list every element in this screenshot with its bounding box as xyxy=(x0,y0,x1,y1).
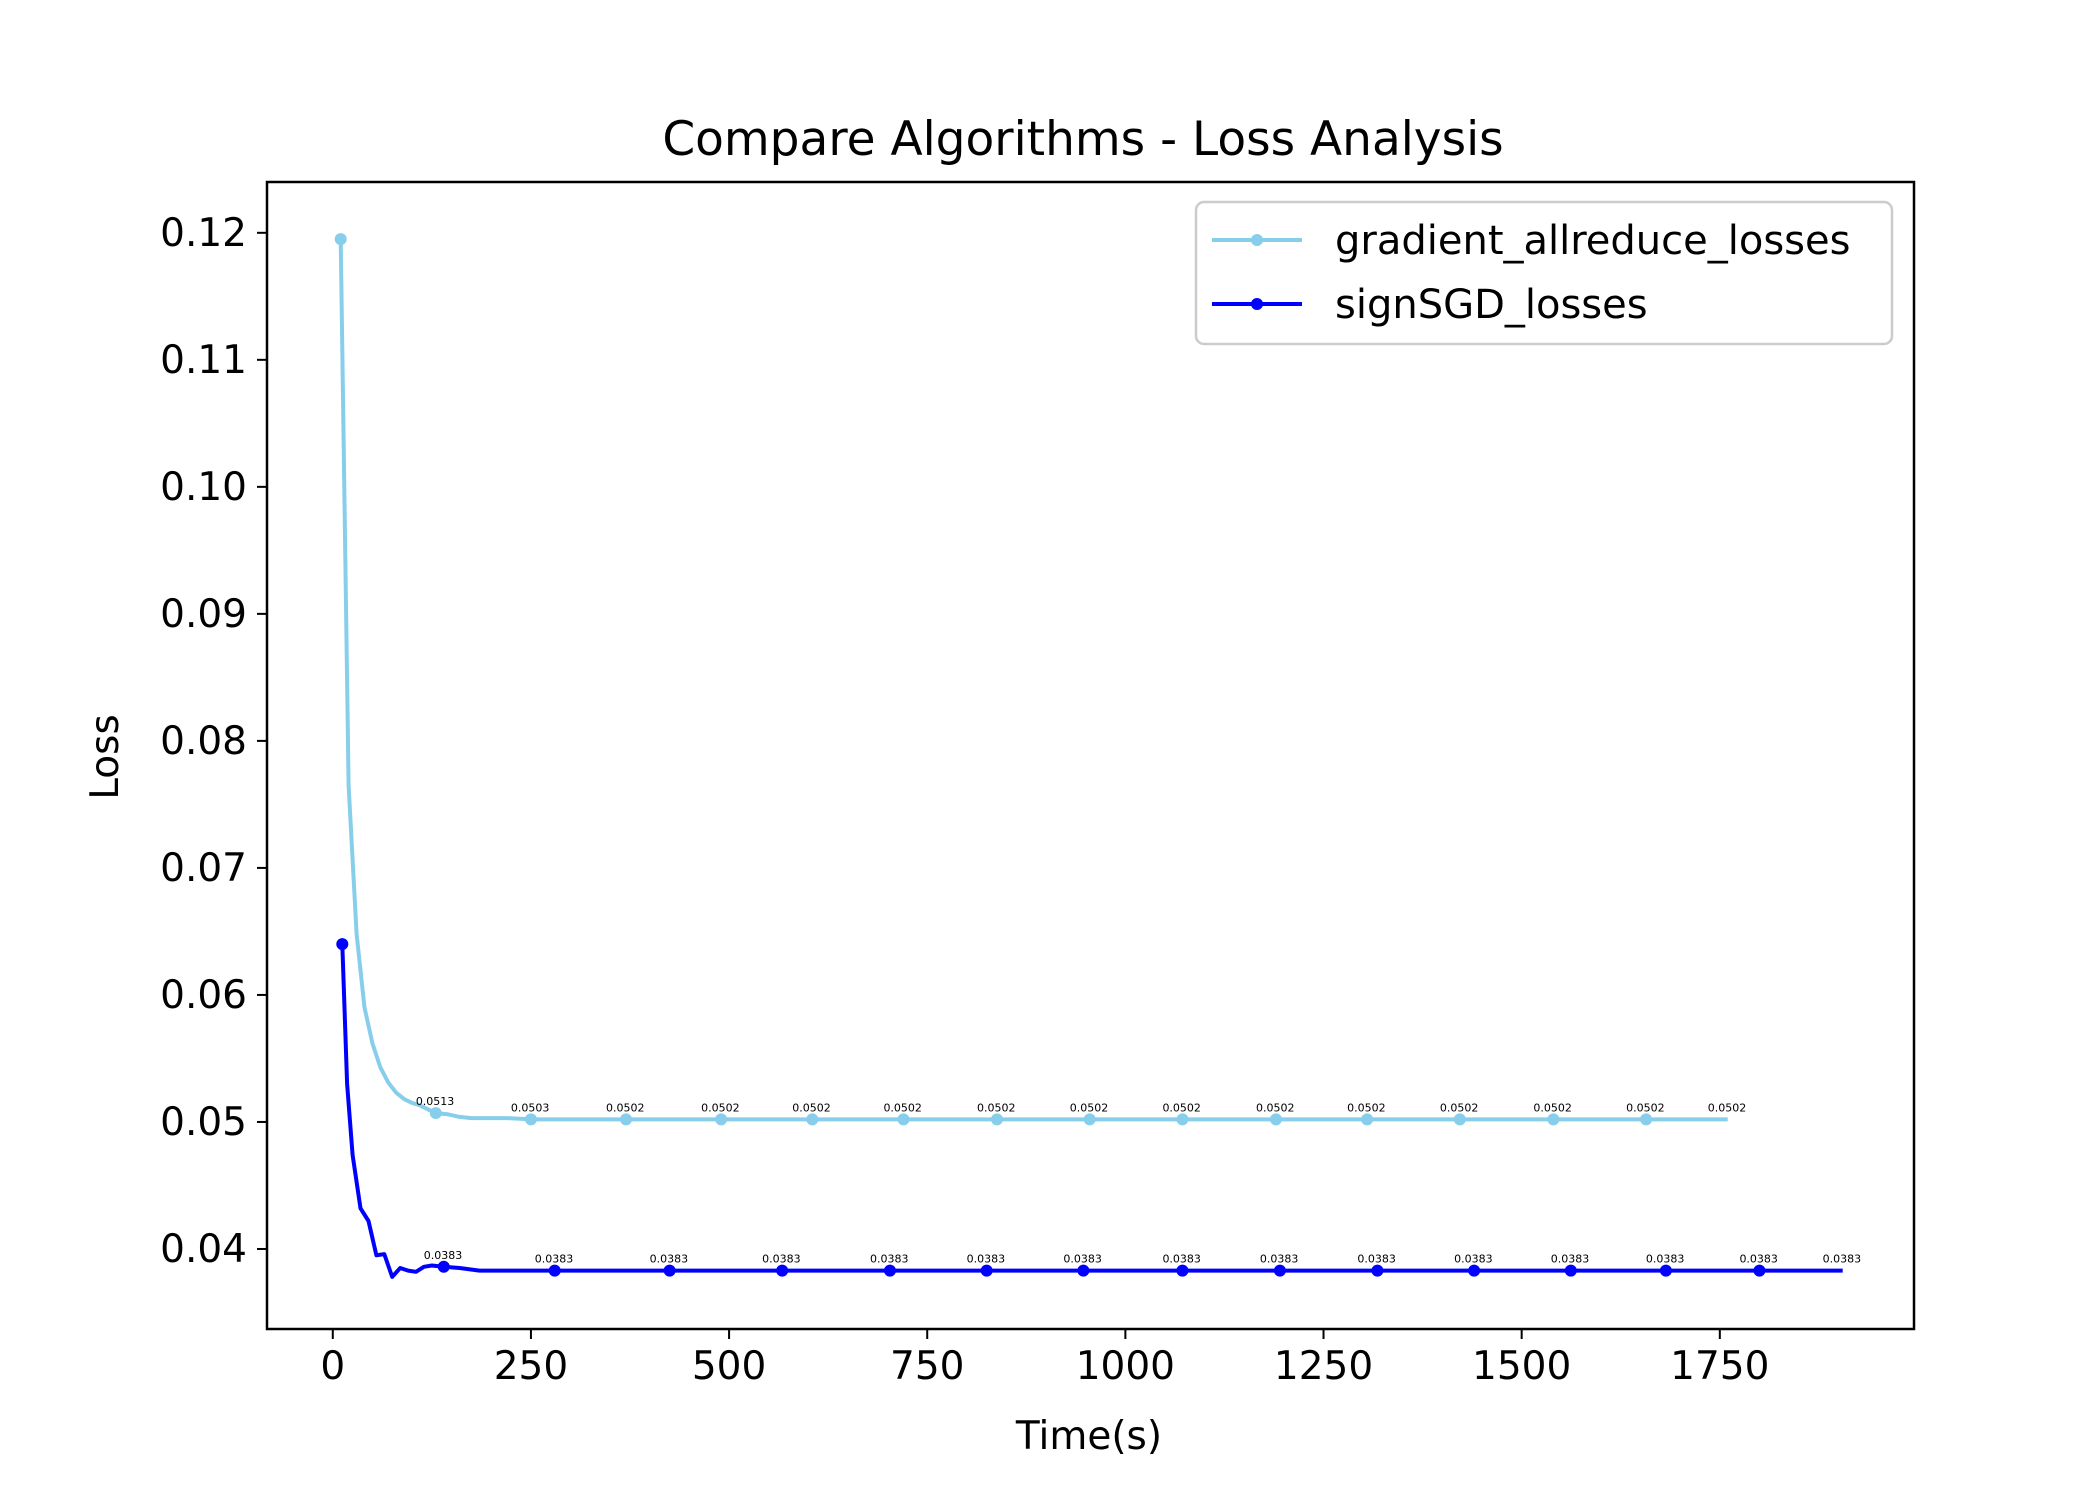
y-tick-label: 0.10 xyxy=(160,465,247,510)
legend-marker xyxy=(1251,298,1263,310)
y-axis: 0.04 0.05 0.06 0.07 0.08 0.09 0.10 0.11 0.12 xyxy=(160,211,267,1272)
series-gradient-allreduce-losses xyxy=(334,233,1728,1126)
data-point xyxy=(1453,1113,1466,1126)
legend-box xyxy=(1194,200,1894,346)
data-point xyxy=(437,1260,450,1273)
y-tick-label: 0.05 xyxy=(160,1100,247,1145)
legend-label: gradient_allreduce_losses xyxy=(1335,218,1850,264)
data-point xyxy=(1547,1113,1560,1126)
data-label: 0.0513 xyxy=(416,1095,455,1108)
data-point xyxy=(1468,1264,1481,1277)
data-label: 0.0502 xyxy=(977,1101,1016,1114)
data-label-layer: 0.0513 0.0503 0.0502 0.0502 0.0502 0.0502 0.05… xyxy=(416,1095,1861,1266)
data-label: 0.0502 xyxy=(1256,1101,1295,1114)
data-label: 0.0383 xyxy=(1551,1253,1590,1266)
data-label: 0.0502 xyxy=(792,1101,831,1114)
x-tick-label: 750 xyxy=(890,1344,964,1389)
data-point xyxy=(1083,1113,1096,1126)
data-point xyxy=(524,1113,537,1126)
data-point xyxy=(336,938,349,951)
x-tick-label: 1250 xyxy=(1274,1344,1373,1389)
data-label: 0.0502 xyxy=(1533,1101,1572,1114)
data-point xyxy=(1371,1264,1384,1277)
data-label: 0.0383 xyxy=(1823,1253,1862,1266)
data-label: 0.0383 xyxy=(1454,1253,1493,1266)
y-tick-label: 0.12 xyxy=(160,211,247,256)
data-label: 0.0383 xyxy=(1260,1253,1299,1266)
data-label: 0.0502 xyxy=(1440,1101,1479,1114)
data-point xyxy=(1269,1113,1282,1126)
data-label: 0.0383 xyxy=(424,1249,463,1262)
data-point xyxy=(990,1113,1003,1126)
data-point xyxy=(334,233,347,246)
data-point xyxy=(1077,1264,1090,1277)
series-signsgd-losses xyxy=(336,938,1843,1279)
y-tick-label: 0.04 xyxy=(160,1227,247,1272)
data-point xyxy=(548,1264,561,1277)
plot-frame xyxy=(265,180,1916,1331)
legend: gradient_allreduce_losses signSGD_losses xyxy=(1194,200,1894,346)
data-point xyxy=(1176,1113,1189,1126)
data-label: 0.0383 xyxy=(535,1253,574,1266)
data-point xyxy=(1659,1264,1672,1277)
series-line-gradient-allreduce-losses xyxy=(338,239,1728,1122)
data-label: 0.0383 xyxy=(1357,1253,1396,1266)
legend-marker xyxy=(1251,234,1263,246)
x-tick-label: 1000 xyxy=(1076,1344,1175,1389)
data-label: 0.0502 xyxy=(883,1101,922,1114)
data-point xyxy=(620,1113,633,1126)
data-point xyxy=(883,1264,896,1277)
data-label: 0.0502 xyxy=(1162,1101,1201,1114)
data-label: 0.0383 xyxy=(870,1253,909,1266)
data-point xyxy=(980,1264,993,1277)
x-tick-label: 250 xyxy=(494,1344,568,1389)
x-axis: 0 250 500 750 1000 1250 1500 1750 xyxy=(320,1329,1769,1389)
y-axis-title: Loss xyxy=(83,714,128,800)
y-tick-label: 0.09 xyxy=(160,592,247,637)
y-tick-label: 0.11 xyxy=(160,338,247,383)
data-point xyxy=(1564,1264,1577,1277)
data-point xyxy=(1273,1264,1286,1277)
data-point xyxy=(1176,1264,1189,1277)
data-point xyxy=(1640,1113,1653,1126)
x-tick-label: 1500 xyxy=(1472,1344,1571,1389)
data-label: 0.0502 xyxy=(1626,1101,1665,1114)
data-point xyxy=(1753,1264,1766,1277)
y-tick-label: 0.08 xyxy=(160,719,247,764)
data-point xyxy=(1361,1113,1374,1126)
x-tick-label: 1750 xyxy=(1670,1344,1769,1389)
data-point xyxy=(715,1113,728,1126)
x-tick-label: 0 xyxy=(320,1344,345,1389)
series-layer xyxy=(334,233,1843,1279)
data-label: 0.0502 xyxy=(701,1101,740,1114)
data-point xyxy=(663,1264,676,1277)
data-label: 0.0502 xyxy=(1708,1101,1747,1114)
data-label: 0.0503 xyxy=(511,1101,549,1114)
y-tick-label: 0.06 xyxy=(160,973,247,1018)
y-tick-label: 0.07 xyxy=(160,846,247,891)
data-point xyxy=(429,1107,442,1120)
data-label: 0.0383 xyxy=(967,1253,1006,1266)
data-label: 0.0502 xyxy=(606,1101,645,1114)
data-label: 0.0383 xyxy=(1063,1253,1102,1266)
data-point xyxy=(897,1113,910,1126)
x-axis-title: Time(s) xyxy=(1015,1414,1162,1459)
x-tick-label: 500 xyxy=(692,1344,766,1389)
data-label: 0.0502 xyxy=(1347,1101,1386,1114)
data-label: 0.0383 xyxy=(1162,1253,1201,1266)
legend-label: signSGD_losses xyxy=(1335,282,1648,328)
data-point xyxy=(776,1264,789,1277)
data-label: 0.0383 xyxy=(762,1253,801,1266)
data-label: 0.0383 xyxy=(650,1253,689,1266)
data-label: 0.0502 xyxy=(1070,1101,1109,1114)
data-label: 0.0383 xyxy=(1739,1253,1778,1266)
chart-title: Compare Algorithms - Loss Analysis xyxy=(662,112,1503,167)
data-point xyxy=(806,1113,819,1126)
plot-area: 0 250 500 750 1000 1250 1500 1750 0.040.050.060… xyxy=(160,180,1916,1389)
data-label: 0.0383 xyxy=(1646,1253,1685,1266)
